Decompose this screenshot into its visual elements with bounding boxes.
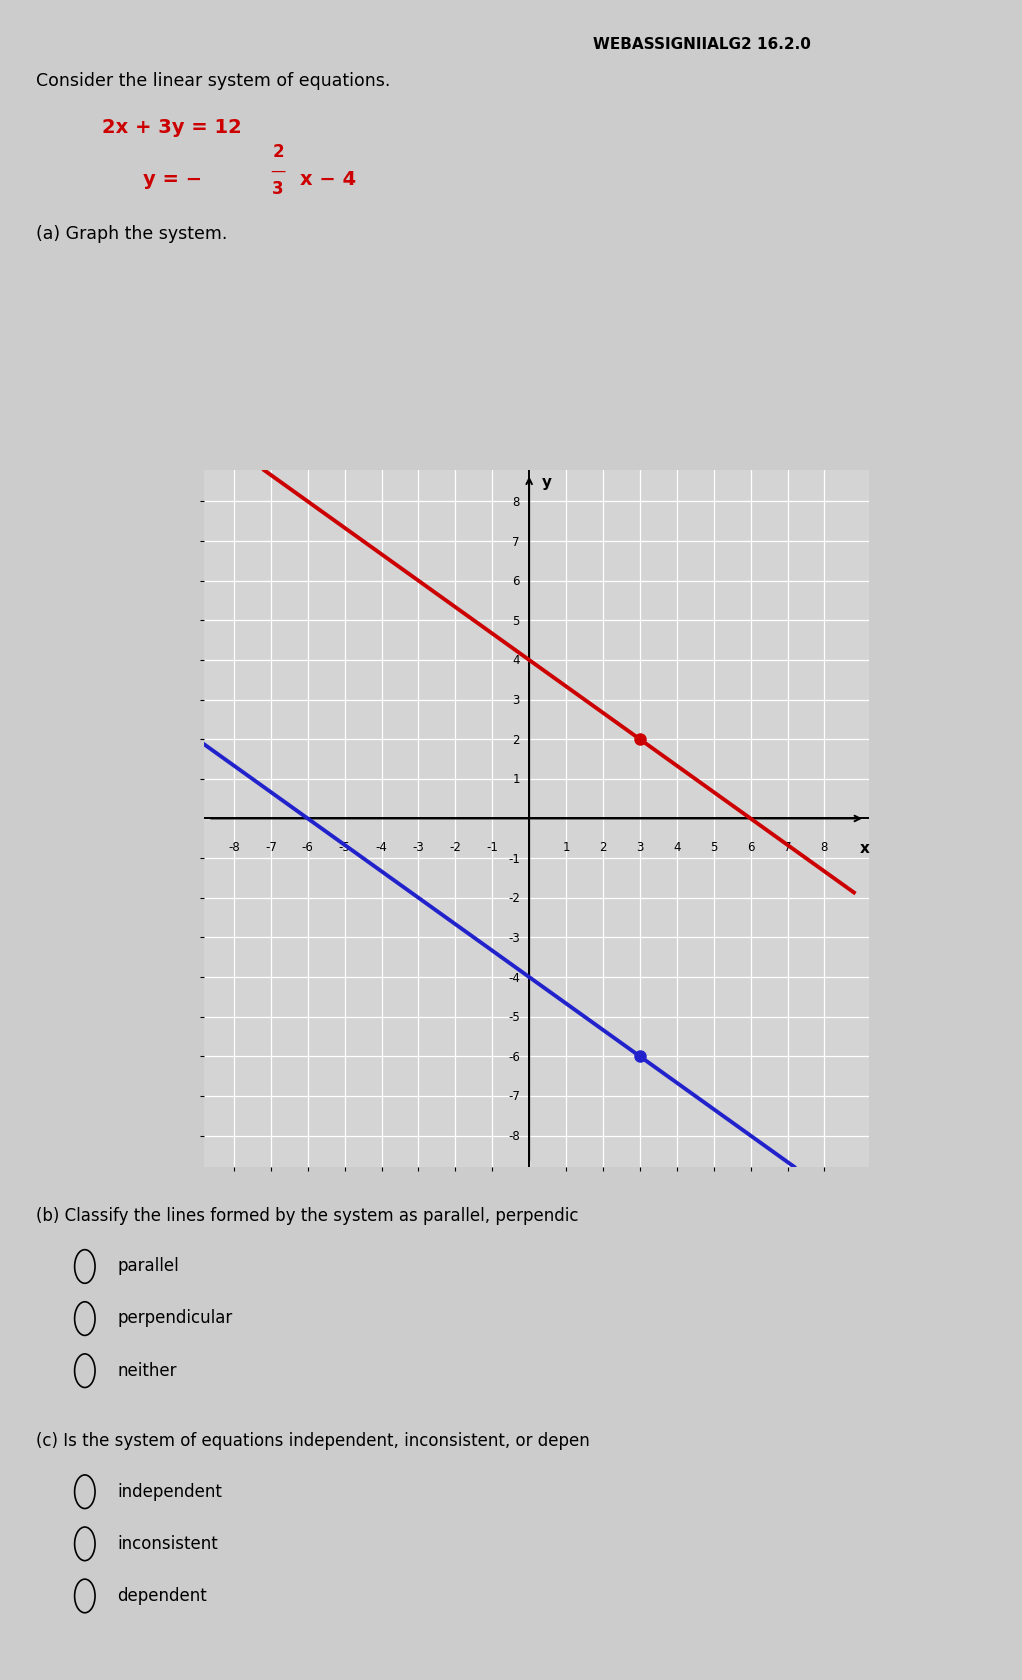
Text: 6: 6 (512, 575, 520, 588)
Text: -2: -2 (508, 892, 520, 906)
Text: -6: -6 (508, 1050, 520, 1063)
Text: Consider the linear system of equations.: Consider the linear system of equations. (36, 72, 390, 91)
Text: 8: 8 (513, 496, 520, 509)
Text: 8: 8 (821, 840, 828, 853)
Text: parallel: parallel (118, 1257, 179, 1275)
Text: inconsistent: inconsistent (118, 1534, 219, 1552)
Text: -3: -3 (508, 931, 520, 944)
Text: x − 4: x − 4 (300, 170, 357, 188)
Text: dependent: dependent (118, 1586, 207, 1604)
Text: -3: -3 (413, 840, 424, 853)
Text: (c) Is the system of equations independent, inconsistent, or depen: (c) Is the system of equations independe… (36, 1431, 590, 1450)
Text: -4: -4 (376, 840, 387, 853)
Text: x: x (861, 840, 870, 855)
Text: 3: 3 (637, 840, 644, 853)
Text: 2: 2 (512, 732, 520, 746)
Text: 7: 7 (512, 536, 520, 548)
Text: (b) Classify the lines formed by the system as parallel, perpendic: (b) Classify the lines formed by the sys… (36, 1206, 578, 1225)
Text: 2: 2 (272, 143, 284, 161)
Text: 4: 4 (673, 840, 681, 853)
Text: 1: 1 (512, 773, 520, 786)
Text: neither: neither (118, 1361, 177, 1379)
Text: (a) Graph the system.: (a) Graph the system. (36, 225, 227, 244)
Text: —: — (271, 165, 285, 178)
Text: 6: 6 (747, 840, 754, 853)
Text: -8: -8 (228, 840, 240, 853)
Text: -5: -5 (338, 840, 351, 853)
Text: -2: -2 (450, 840, 461, 853)
Text: -1: -1 (508, 852, 520, 865)
Text: perpendicular: perpendicular (118, 1309, 233, 1327)
Text: -7: -7 (265, 840, 277, 853)
Text: -6: -6 (301, 840, 314, 853)
Text: 3: 3 (513, 694, 520, 707)
Text: -4: -4 (508, 971, 520, 984)
Text: 3: 3 (272, 180, 284, 198)
Text: -1: -1 (486, 840, 498, 853)
Text: -8: -8 (508, 1129, 520, 1142)
Text: independent: independent (118, 1482, 223, 1500)
Text: 7: 7 (784, 840, 791, 853)
Text: 2: 2 (599, 840, 607, 853)
Text: y = −: y = − (143, 170, 202, 188)
Text: -7: -7 (508, 1090, 520, 1102)
Text: WEBASSIGNIIALG2 16.2.0: WEBASSIGNIIALG2 16.2.0 (593, 37, 810, 52)
Text: 5: 5 (710, 840, 717, 853)
Text: -5: -5 (508, 1011, 520, 1023)
Text: 2x + 3y = 12: 2x + 3y = 12 (102, 118, 242, 136)
Text: 1: 1 (562, 840, 570, 853)
Text: 5: 5 (513, 615, 520, 627)
Text: 4: 4 (512, 654, 520, 667)
Text: y: y (542, 474, 552, 489)
